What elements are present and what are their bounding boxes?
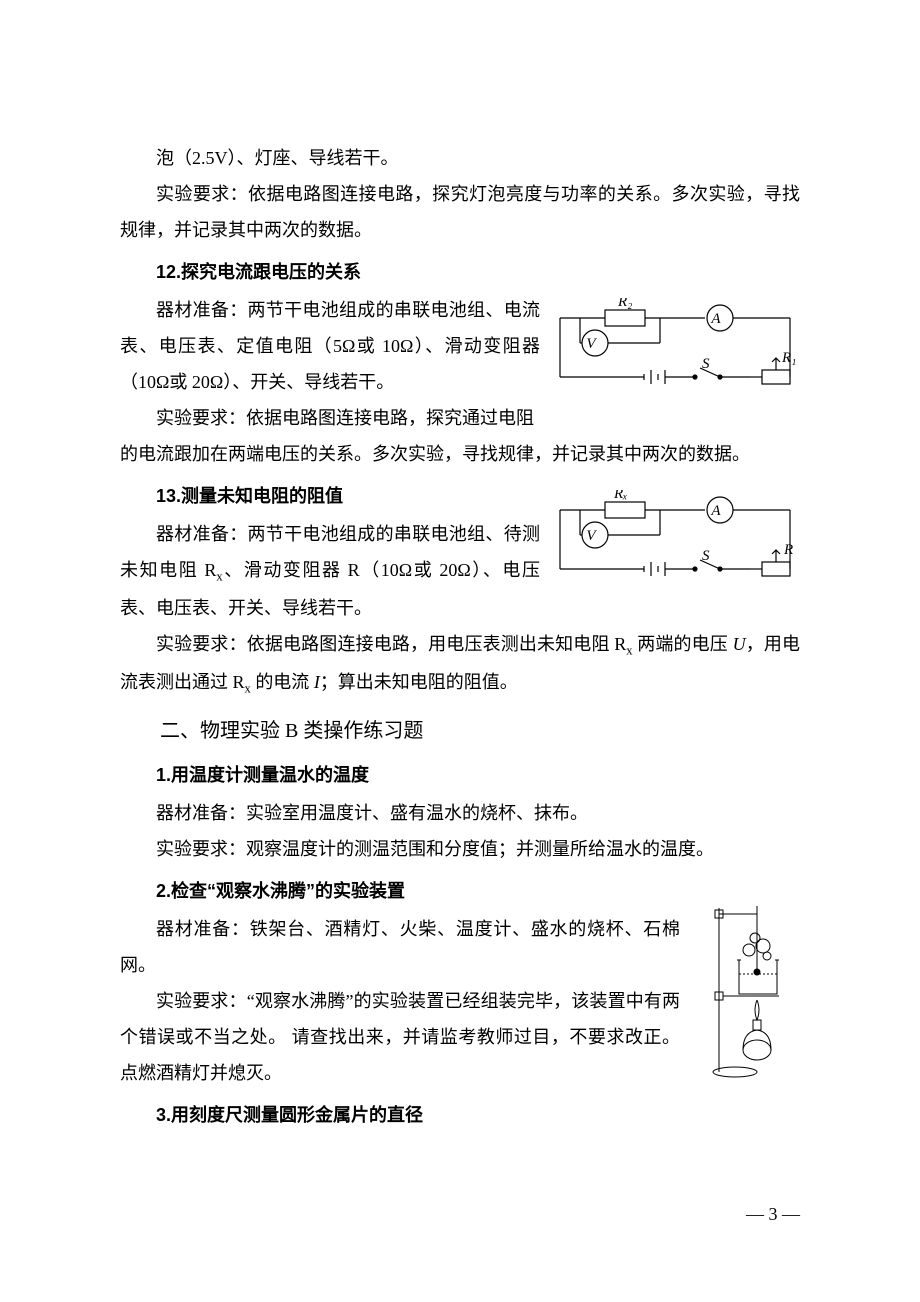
page-container: 泡（2.5V）、灯座、导线若干。 实验要求：依据电路图连接电路，探究灯泡亮度与功… — [0, 0, 920, 1302]
heading-b1-text: 1.用温度计测量温水的温度 — [156, 765, 369, 785]
s12-p2b-text: 的电流跟加在两端电压的关系。多次实验，寻找规律，并记录其中两次的数据。 — [120, 444, 750, 464]
lbl-S-12: S — [702, 356, 710, 372]
heading-12: 12.探究电流跟电压的关系 — [120, 254, 800, 290]
b1-p2-text: 实验要求：观察温度计的测温范围和分度值；并测量所给温水的温度。 — [156, 839, 714, 859]
s13-p2a: 实验要求：依据电路图连接电路，用电压表测出未知电阻 R — [156, 634, 626, 654]
lbl-S-13: S — [702, 548, 710, 564]
b2-p2: 实验要求：“观察水沸腾”的实验装置已经组装完毕，该装置中有两个错误或不当之处。 … — [120, 983, 800, 1091]
b1-p1: 器材准备：实验室用温度计、盛有温水的烧杯、抹布。 — [120, 795, 800, 831]
circuit-diagram-12: R₂ A V S R₁ — [550, 298, 800, 408]
lbl-V-12: V — [586, 336, 597, 352]
lbl-A-12: A — [710, 311, 721, 327]
heading-12-text: 12.探究电流跟电压的关系 — [156, 262, 361, 282]
heading-b3: 3.用刻度尺测量圆形金属片的直径 — [120, 1097, 800, 1133]
heading-b2: 2.检查“观察水沸腾”的实验装置 — [120, 873, 800, 909]
s13-U: U — [733, 634, 746, 654]
b1-p2: 实验要求：观察温度计的测温范围和分度值；并测量所给温水的温度。 — [120, 831, 800, 867]
page-number: — 3 — — [746, 1196, 800, 1232]
lbl-A-13: A — [710, 503, 721, 519]
circuit-svg-13: Rₓ A V S R — [550, 490, 800, 600]
lbl-V-13: V — [586, 528, 597, 544]
section-b-title: 二、物理实验 B 类操作练习题 — [120, 711, 800, 751]
s13-p2e: ；算出未知电阻的阻值。 — [320, 672, 518, 692]
lbl-R1-12: R₁ — [781, 350, 796, 366]
section-b-title-text: 二、物理实验 B 类操作练习题 — [160, 720, 423, 742]
b2-p2-text: 实验要求：“观察水沸腾”的实验装置已经组装完毕，该装置中有两个错误或不当之处。 … — [120, 991, 680, 1083]
intro-line1-text: 泡（2.5V）、灯座、导线若干。 — [156, 148, 399, 168]
b2-p1: 器材准备：铁架台、酒精灯、火柴、温度计、盛水的烧杯、石棉网。 — [120, 911, 800, 983]
s12-p2b: 的电流跟加在两端电压的关系。多次实验，寻找规律，并记录其中两次的数据。 — [120, 436, 800, 472]
circuit-svg-12: R₂ A V S R₁ — [550, 298, 800, 408]
s13-p2: 实验要求：依据电路图连接电路，用电压表测出未知电阻 Rx 两端的电压 U，用电流… — [120, 626, 800, 702]
lbl-R2: R₂ — [617, 298, 632, 310]
s12-p2a-text: 实验要求：依据电路图连接电路，探究通过电阻 — [156, 408, 534, 428]
intro-line1: 泡（2.5V）、灯座、导线若干。 — [120, 140, 800, 176]
b2-p1-text: 器材准备：铁架台、酒精灯、火柴、温度计、盛水的烧杯、石棉网。 — [120, 919, 680, 975]
lbl-Rx: Rₓ — [613, 490, 627, 502]
apparatus-svg — [705, 900, 800, 1080]
lbl-R-13: R — [783, 542, 793, 558]
s13-p2b: 两端的电压 — [633, 634, 733, 654]
page-number-text: — 3 — — [746, 1204, 800, 1224]
heading-b3-text: 3.用刻度尺测量圆形金属片的直径 — [156, 1105, 423, 1125]
circuit-diagram-13: Rₓ A V S R — [550, 490, 800, 600]
intro-line2: 实验要求：依据电路图连接电路，探究灯泡亮度与功率的关系。多次实验，寻找规律，并记… — [120, 176, 800, 248]
heading-13-text: 13.测量未知电阻的阻值 — [156, 486, 343, 506]
boiling-apparatus — [705, 900, 800, 1080]
heading-b2-text: 2.检查“观察水沸腾”的实验装置 — [156, 881, 405, 901]
s12-p1-text: 器材准备：两节干电池组成的串联电池组、电流表、电压表、定值电阻（5Ω或 10Ω）… — [120, 300, 540, 392]
s13-p2d: 的电流 — [251, 672, 314, 692]
heading-b1: 1.用温度计测量温水的温度 — [120, 757, 800, 793]
b1-p1-text: 器材准备：实验室用温度计、盛有温水的烧杯、抹布。 — [156, 803, 588, 823]
intro-line2-text: 实验要求：依据电路图连接电路，探究灯泡亮度与功率的关系。多次实验，寻找规律，并记… — [120, 184, 800, 240]
